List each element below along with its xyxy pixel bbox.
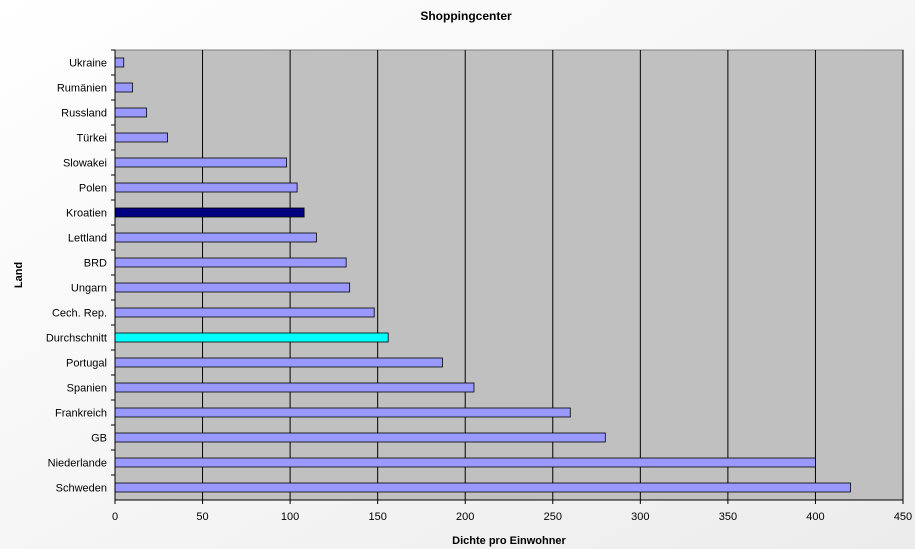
category-label: Ukraine — [69, 58, 107, 70]
plot-area — [114, 49, 904, 501]
category-label: Schweden — [56, 483, 107, 495]
x-tick-label: 350 — [719, 511, 737, 523]
bar — [114, 232, 317, 243]
bar — [114, 107, 147, 118]
bar — [114, 132, 168, 143]
bar — [114, 257, 347, 268]
category-label: Lettland — [68, 233, 107, 245]
gridlines — [202, 50, 904, 500]
bar — [114, 182, 298, 193]
category-label: Niederlande — [48, 458, 107, 470]
category-label: Frankreich — [55, 408, 107, 420]
x-axis-title: Dichte pro Einwohner — [452, 535, 566, 547]
category-label: GB — [91, 433, 107, 445]
category-label: Polen — [79, 183, 107, 195]
category-label: Cech. Rep. — [52, 308, 107, 320]
y-axis-title: Land — [13, 262, 25, 288]
category-label: BRD — [84, 258, 107, 270]
category-label: Rumänien — [57, 83, 107, 95]
category-label: Portugal — [66, 358, 107, 370]
bar — [114, 382, 475, 393]
x-tick-label: 200 — [456, 511, 474, 523]
x-tick-label: 250 — [544, 511, 562, 523]
category-label: Durchschnitt — [46, 333, 107, 345]
x-tick-label: 450 — [894, 511, 912, 523]
x-tick-label: 300 — [631, 511, 649, 523]
bar — [114, 82, 133, 93]
bars — [114, 57, 851, 493]
category-label: Spanien — [67, 383, 107, 395]
category-label: Ungarn — [71, 283, 107, 295]
category-label: Russland — [61, 108, 107, 120]
category-label: Slowakei — [63, 158, 107, 170]
x-tick-label: 50 — [196, 511, 208, 523]
bar — [114, 357, 443, 368]
bar — [114, 282, 351, 293]
chart-title: Shoppingcenter — [420, 9, 512, 23]
bar — [114, 432, 606, 443]
category-label: Kroatien — [66, 208, 107, 220]
bar — [114, 407, 571, 418]
bar — [114, 57, 125, 68]
x-tick-labels: 0 50 100 150 200 250 300 350 400 450 — [112, 500, 912, 523]
bar — [114, 457, 816, 468]
x-tick-label: 400 — [806, 511, 824, 523]
bar — [114, 157, 288, 168]
bar — [114, 307, 375, 318]
category-labels: Ukraine Rumänien Russland Türkei Slowakei Pol… — [46, 49, 115, 495]
x-tick-label: 0 — [112, 511, 118, 523]
category-label: Türkei — [76, 133, 107, 145]
bar — [114, 482, 851, 493]
x-tick-label: 150 — [368, 511, 386, 523]
x-tick-label: 100 — [281, 511, 299, 523]
bar — [114, 332, 389, 343]
bar — [114, 207, 305, 218]
